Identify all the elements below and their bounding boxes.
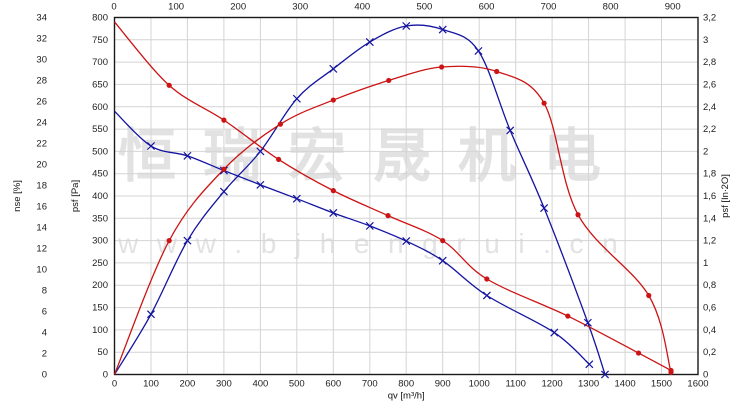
svg-text:0: 0	[42, 370, 47, 381]
svg-text:1200: 1200	[542, 379, 563, 390]
svg-text:600: 600	[325, 379, 341, 390]
svg-text:1000: 1000	[469, 379, 490, 390]
svg-text:550: 550	[92, 124, 108, 135]
svg-text:0,4: 0,4	[703, 325, 716, 336]
svg-text:1500: 1500	[651, 379, 672, 390]
svg-text:nse [%]: nse [%]	[12, 180, 23, 212]
svg-text:3: 3	[703, 35, 708, 46]
svg-text:0: 0	[112, 379, 117, 390]
svg-text:0,8: 0,8	[703, 280, 716, 291]
svg-text:700: 700	[362, 379, 378, 390]
svg-text:10: 10	[36, 265, 47, 276]
svg-text:800: 800	[603, 2, 619, 13]
svg-text:8: 8	[42, 286, 47, 297]
svg-text:650: 650	[92, 79, 108, 90]
svg-text:100: 100	[168, 2, 184, 13]
svg-text:100: 100	[143, 379, 159, 390]
svg-text:700: 700	[541, 2, 557, 13]
svg-text:400: 400	[252, 379, 268, 390]
svg-text:22: 22	[36, 139, 47, 150]
svg-text:750: 750	[92, 35, 108, 46]
svg-text:2,6: 2,6	[703, 79, 716, 90]
svg-text:500: 500	[289, 379, 305, 390]
svg-text:1: 1	[703, 258, 708, 269]
svg-text:18: 18	[36, 181, 47, 192]
svg-text:300: 300	[216, 379, 232, 390]
svg-text:qv [m³/h]: qv [m³/h]	[388, 391, 425, 402]
svg-text:600: 600	[92, 102, 108, 113]
svg-text:2: 2	[703, 146, 708, 157]
svg-text:psf [In∙2O]: psf [In∙2O]	[720, 174, 731, 218]
svg-text:4: 4	[42, 328, 47, 339]
svg-text:2,8: 2,8	[703, 57, 716, 68]
svg-text:500: 500	[92, 146, 108, 157]
svg-text:450: 450	[92, 169, 108, 180]
svg-text:500: 500	[416, 2, 432, 13]
svg-text:psf [Pa]: psf [Pa]	[70, 180, 81, 212]
svg-text:qv [CFM]: qv [CFM]	[374, 0, 413, 1]
svg-text:1,4: 1,4	[703, 213, 716, 224]
svg-text:26: 26	[36, 97, 47, 108]
svg-text:1300: 1300	[578, 379, 599, 390]
svg-text:3,2: 3,2	[703, 13, 716, 24]
svg-text:150: 150	[92, 303, 108, 314]
svg-text:1400: 1400	[615, 379, 636, 390]
svg-text:32: 32	[36, 34, 47, 45]
svg-text:2,4: 2,4	[703, 102, 716, 113]
svg-text:24: 24	[36, 118, 47, 129]
svg-text:1,8: 1,8	[703, 169, 716, 180]
svg-text:300: 300	[292, 2, 308, 13]
svg-text:16: 16	[36, 202, 47, 213]
svg-text:300: 300	[92, 236, 108, 247]
svg-text:100: 100	[92, 325, 108, 336]
svg-text:0: 0	[703, 370, 708, 381]
svg-text:800: 800	[398, 379, 414, 390]
svg-text:0: 0	[103, 370, 108, 381]
svg-text:1,6: 1,6	[703, 191, 716, 202]
svg-text:34: 34	[36, 13, 47, 24]
svg-text:28: 28	[36, 76, 47, 87]
svg-text:30: 30	[36, 55, 47, 66]
svg-text:200: 200	[92, 280, 108, 291]
svg-text:2,2: 2,2	[703, 124, 716, 135]
svg-text:200: 200	[179, 379, 195, 390]
svg-text:1100: 1100	[505, 379, 525, 390]
svg-text:250: 250	[92, 258, 108, 269]
svg-text:400: 400	[354, 2, 370, 13]
svg-text:0,6: 0,6	[703, 303, 716, 314]
svg-text:0: 0	[111, 2, 116, 13]
svg-text:400: 400	[92, 191, 108, 202]
svg-text:600: 600	[479, 2, 495, 13]
svg-text:200: 200	[230, 2, 246, 13]
svg-text:50: 50	[97, 347, 108, 358]
svg-text:700: 700	[92, 57, 108, 68]
svg-text:20: 20	[36, 160, 47, 171]
svg-text:900: 900	[435, 379, 451, 390]
svg-text:800: 800	[92, 13, 108, 24]
svg-text:1,2: 1,2	[703, 236, 716, 247]
svg-text:6: 6	[42, 307, 47, 318]
svg-text:900: 900	[665, 2, 681, 13]
svg-text:350: 350	[92, 213, 108, 224]
svg-text:2: 2	[42, 349, 47, 360]
svg-text:0,2: 0,2	[703, 347, 716, 358]
svg-text:14: 14	[36, 223, 47, 234]
svg-text:12: 12	[36, 244, 47, 255]
